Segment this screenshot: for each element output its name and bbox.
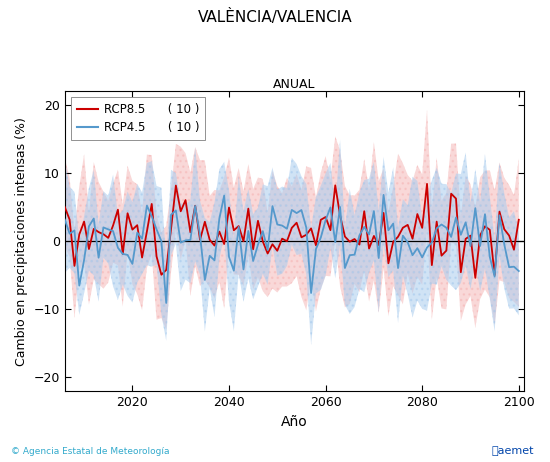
X-axis label: Año: Año: [281, 414, 307, 429]
Legend: RCP8.5      ( 10 ), RCP4.5      ( 10 ): RCP8.5 ( 10 ), RCP4.5 ( 10 ): [71, 97, 205, 140]
Y-axis label: Cambio en precipitaciones intensas (%): Cambio en precipitaciones intensas (%): [15, 117, 28, 365]
Text: © Agencia Estatal de Meteorología: © Agencia Estatal de Meteorología: [11, 448, 169, 456]
Title: ANUAL: ANUAL: [273, 79, 316, 91]
Text: VALÈNCIA/VALENCIA: VALÈNCIA/VALENCIA: [197, 9, 353, 25]
Text: ␗aemet: ␗aemet: [491, 446, 534, 456]
